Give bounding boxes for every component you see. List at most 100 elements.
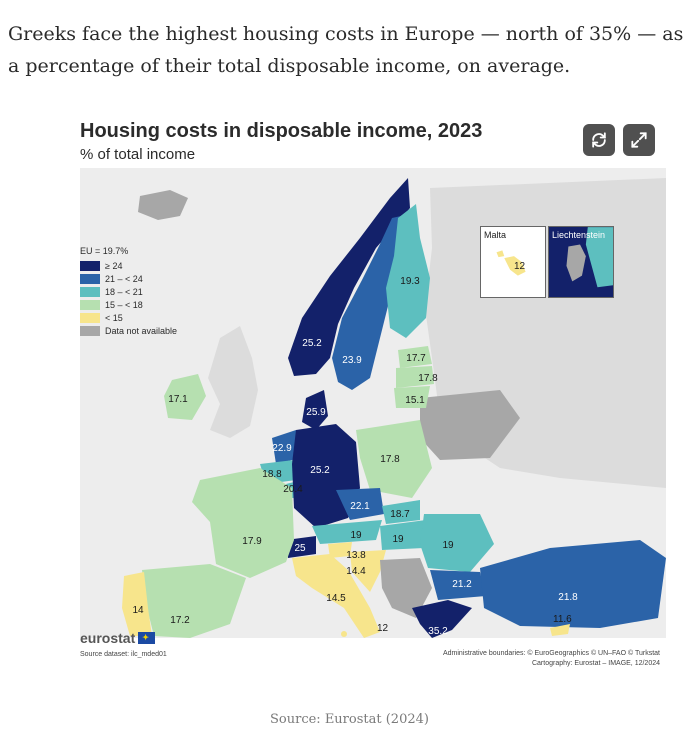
turkiye-shape: [480, 540, 666, 628]
italy-shape: [292, 554, 380, 638]
slovenia-shape: [328, 542, 352, 558]
iceland-shape: [138, 190, 188, 220]
expand-button[interactable]: [623, 124, 655, 156]
netherlands-value: 22.9: [272, 443, 292, 454]
brand-name: eurostat: [80, 630, 136, 646]
legend-label: 21 – < 24: [105, 273, 143, 284]
romania-value: 19: [442, 540, 454, 551]
intro-paragraph: Greeks face the highest housing costs in…: [8, 23, 684, 77]
sweden-shape: [332, 214, 410, 390]
hungary-value: 19: [392, 534, 404, 545]
map-subtitle: % of total income: [80, 146, 196, 163]
map-credits: Administrative boundaries: © EuroGeograp…: [443, 649, 660, 669]
norway-value: 25.2: [302, 338, 322, 349]
credits-boundaries: Administrative boundaries: © EuroGeograp…: [442, 650, 660, 657]
malta-inset: Malta 12: [480, 226, 546, 298]
lithuania-shape: [394, 386, 430, 408]
liechtenstein-inset: Liechtenstein: [548, 226, 614, 298]
estonia-value: 17.7: [406, 353, 426, 364]
legend-swatch: [80, 260, 100, 271]
austria-shape: [312, 520, 382, 544]
ireland-shape: [164, 374, 206, 420]
legend-swatch: [80, 273, 100, 284]
sweden-value: 23.9: [342, 355, 362, 366]
spain-shape: [142, 564, 246, 638]
portugal-value: 14: [132, 605, 144, 616]
eu-flag-icon: ✦: [138, 632, 156, 644]
legend-item: Data not available: [80, 324, 200, 337]
norway-shape: [288, 178, 410, 376]
italy-value: 14.5: [326, 593, 346, 604]
turkiye-value: 21.8: [558, 592, 578, 603]
slovakia-shape: [382, 500, 420, 524]
latvia-value: 17.8: [418, 373, 438, 384]
czechia-value: 22.1: [350, 501, 370, 512]
source-dataset: Source dataset: ilc_mded01: [80, 651, 167, 658]
france-value: 17.9: [242, 536, 262, 547]
inset-title: Liechtenstein: [552, 230, 606, 240]
legend-item: 21 – < 24: [80, 272, 200, 285]
malta-main-value: 12: [377, 623, 389, 634]
image-caption: Source: Eurostat (2024): [270, 712, 429, 727]
map-legend: EU = 19.7% ≥ 24 21 – < 24 18 – < 21 15 –…: [80, 246, 200, 337]
greece-value: 35.2: [428, 626, 448, 637]
austria-value: 19: [350, 530, 362, 541]
refresh-button[interactable]: [583, 124, 615, 156]
eurostat-logo: eurostat ✦: [80, 630, 156, 646]
legend-swatch: [80, 312, 100, 323]
finland-shape: [386, 204, 430, 338]
belgium-value: 18.8: [262, 469, 282, 480]
legend-title: EU = 19.7%: [80, 246, 129, 256]
lithuania-value: 15.1: [405, 395, 425, 406]
cyprus-value: 11.6: [553, 614, 572, 625]
malta-shape: [341, 631, 347, 637]
croatia-value: 14.4: [346, 566, 366, 577]
ireland-value: 17.1: [168, 394, 188, 405]
legend-item: 18 – < 21: [80, 285, 200, 298]
poland-value: 17.8: [380, 454, 400, 465]
uk-shape: [208, 326, 258, 438]
legend-item: ≥ 24: [80, 259, 200, 272]
switzerland-value: 25: [294, 543, 306, 554]
germany-value: 25.2: [310, 465, 330, 476]
romania-shape: [420, 514, 494, 572]
spain-value: 17.2: [170, 615, 190, 626]
luxembourg-value: 20.4: [283, 484, 303, 495]
refresh-icon: [592, 132, 606, 148]
malta-inset-map: [496, 250, 526, 276]
poland-shape: [356, 420, 432, 498]
legend-item: < 15: [80, 311, 200, 324]
legend-swatch: [80, 299, 100, 310]
liechtenstein-inset-map: [566, 227, 613, 288]
legend-label: < 15: [105, 312, 123, 323]
legend-label: ≥ 24: [105, 260, 123, 271]
legend-label: 18 – < 21: [105, 286, 143, 297]
legend-label: 15 – < 18: [105, 299, 143, 310]
legend-swatch: [80, 325, 100, 336]
switzerland-shape: [286, 536, 316, 558]
legend-item: 15 – < 18: [80, 298, 200, 311]
cyprus-shape: [550, 624, 570, 636]
malta-inset-value: 12: [514, 261, 526, 272]
slovenia-value: 13.8: [346, 550, 366, 561]
greece-shape: [412, 600, 472, 638]
estonia-shape: [398, 346, 432, 368]
bulgaria-value: 21.2: [452, 579, 472, 590]
legend-label: Data not available: [105, 325, 178, 336]
latvia-shape: [396, 366, 434, 388]
map-title: Housing costs in disposable income, 2023: [80, 120, 483, 142]
ukraine-shape: [420, 390, 520, 460]
denmark-shape: [302, 390, 328, 430]
finland-value: 19.3: [400, 276, 420, 287]
inset-title: Malta: [484, 230, 507, 240]
denmark-value: 25.9: [306, 407, 326, 418]
croatia-shape: [350, 550, 386, 592]
expand-icon: [631, 132, 647, 148]
portugal-shape: [122, 572, 152, 636]
slovakia-value: 18.7: [390, 509, 410, 520]
hungary-shape: [380, 520, 426, 550]
credits-cartography: Cartography: Eurostat – IMAGE, 12/2024: [531, 660, 660, 667]
western-balkans-shape: [380, 558, 432, 618]
legend-swatch: [80, 286, 100, 297]
france-shape: [192, 468, 294, 578]
